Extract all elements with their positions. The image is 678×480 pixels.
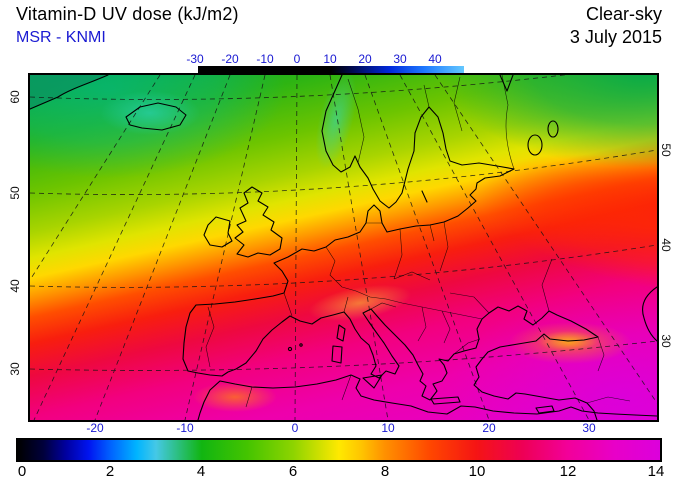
- uv-dose-field: [30, 75, 657, 420]
- balearic-island: [299, 343, 303, 347]
- top-axis-label: 30: [393, 52, 407, 66]
- condition-label: Clear-sky: [585, 4, 662, 24]
- meridian--20: [94, 75, 231, 420]
- iceland-coast: [125, 102, 187, 131]
- map-frame: [28, 73, 659, 422]
- norway-mountain-patch: [315, 75, 357, 169]
- meridian-30: [399, 75, 590, 420]
- right-axis-label: 30: [659, 334, 673, 348]
- colorbar-tick-label: 6: [288, 463, 298, 480]
- meridian-40: [434, 75, 657, 404]
- source-label: MSR - KNMI: [16, 29, 106, 46]
- iceland-cyan-patch: [100, 91, 200, 135]
- meridian-0: [294, 75, 298, 420]
- left-axis-label: 60: [8, 90, 22, 104]
- northeast-green-area: [440, 75, 657, 168]
- meridian-10: [329, 75, 389, 420]
- greenland-coast: [30, 75, 109, 110]
- bottom-axis-label: -20: [86, 421, 104, 435]
- great-britain-coast: [234, 186, 283, 258]
- left-axis-label: 30: [8, 362, 22, 376]
- colorbar-tick-label: 14: [647, 463, 665, 480]
- ireland-coast: [203, 216, 233, 248]
- lake-ladoga: [527, 134, 543, 156]
- parallel-60: [30, 75, 568, 100]
- scandinavia-coast: [321, 75, 515, 209]
- top-axis-label: -20: [221, 52, 239, 66]
- top-axis-label: -10: [256, 52, 274, 66]
- bottom-axis-label: 10: [381, 421, 395, 435]
- islands-coast: [331, 190, 555, 414]
- caspian-sea-edge: [642, 286, 657, 342]
- alps-yellow-patch: [308, 284, 412, 322]
- white-sea-notch: [499, 75, 514, 92]
- europe-uv-map: [30, 75, 657, 420]
- country-borders: [205, 75, 631, 408]
- colorbar: [16, 438, 662, 462]
- bottom-axis-label: 20: [482, 421, 496, 435]
- colorbar-tick-label: 0: [17, 463, 27, 480]
- bottom-axis-label: 0: [291, 421, 299, 435]
- top-axis-label: 10: [323, 52, 337, 66]
- left-axis-label: 50: [8, 186, 22, 200]
- meridian--40: [30, 75, 161, 281]
- lake-onega: [547, 120, 559, 138]
- top-axis-label: 40: [428, 52, 442, 66]
- north-africa-coast: [197, 374, 657, 420]
- top-axis-label: 20: [358, 52, 372, 66]
- balearic-island: [287, 346, 293, 352]
- meridian--30: [33, 75, 196, 420]
- right-axis-label: 50: [659, 143, 673, 157]
- bottom-axis-label: 30: [582, 421, 596, 435]
- colorbar-tick-label: 12: [559, 463, 577, 480]
- bottom-axis-label: -10: [176, 421, 194, 435]
- colorbar-tick-label: 10: [468, 463, 486, 480]
- colorbar-tick-label: 2: [105, 463, 115, 480]
- east-red-band: [478, 154, 657, 296]
- atlas-orange-patch: [193, 382, 277, 412]
- colorbar-tick-label: 8: [380, 463, 390, 480]
- top-axis-label: 0: [293, 52, 301, 66]
- graticule: [30, 75, 657, 420]
- colorbar-tick-label: 4: [196, 463, 206, 480]
- left-axis-label: 40: [8, 279, 22, 293]
- date-label: 3 July 2015: [569, 27, 662, 47]
- page-title: Vitamin-D UV dose (kJ/m2): [16, 4, 239, 24]
- top-mini-colorbar: [198, 66, 464, 74]
- meridian-20: [364, 75, 490, 420]
- right-axis-label: 40: [659, 238, 673, 252]
- top-axis-label: -30: [186, 52, 204, 66]
